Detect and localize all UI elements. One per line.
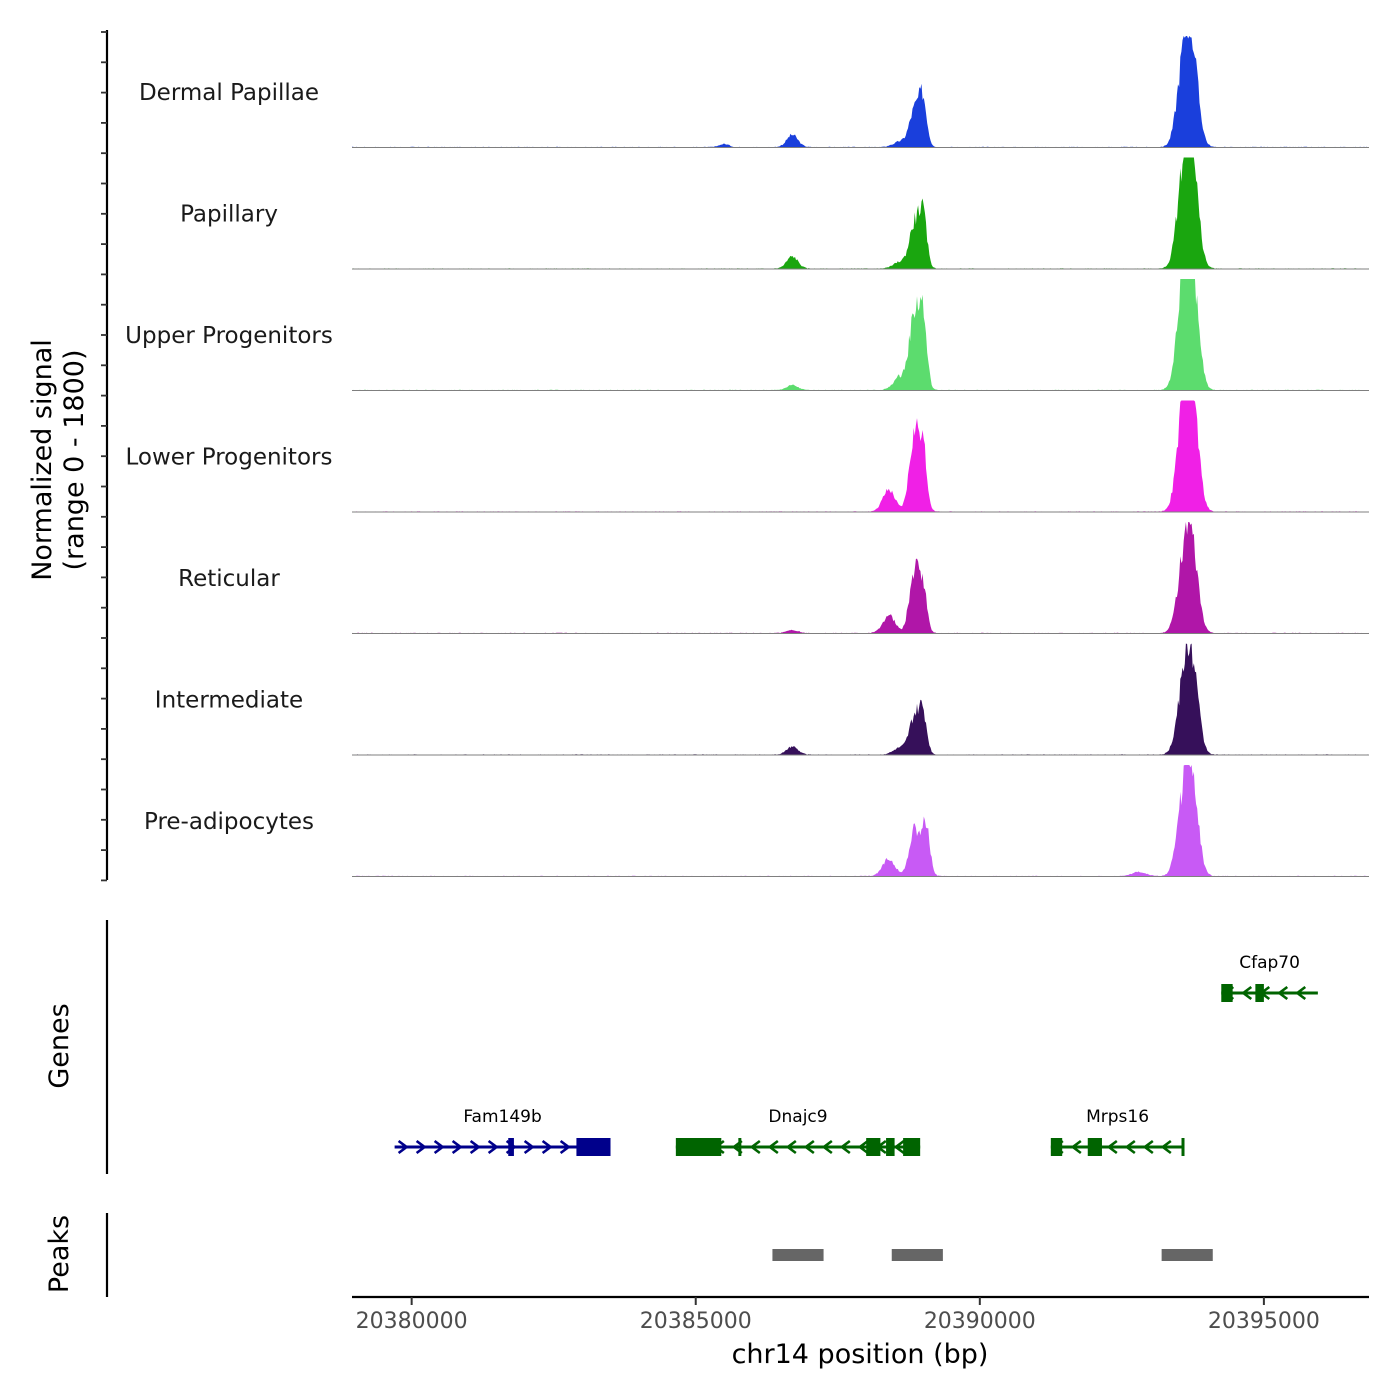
strand-chevron-icon	[1160, 1139, 1172, 1155]
peaks-y-axis-title: Peaks	[44, 1215, 75, 1293]
track-upper-progenitors: Upper Progenitors	[125, 279, 1369, 391]
strand-chevron-icon	[803, 1139, 815, 1155]
x-tick-label: 20395000	[1208, 1309, 1320, 1334]
gene-label-fam149b: Fam149b	[463, 1107, 541, 1127]
strand-chevron-icon	[1070, 1139, 1082, 1155]
track-label-papillary: Papillary	[180, 202, 278, 228]
track-lower-progenitors: Lower Progenitors	[126, 400, 1369, 513]
strand-chevron-icon	[749, 1139, 761, 1155]
exon-fam149b	[508, 1138, 514, 1156]
strand-chevron-icon	[523, 1139, 535, 1155]
track-label-lower-progenitors: Lower Progenitors	[126, 445, 333, 471]
track-label-dermal-papillae: Dermal Papillae	[139, 80, 319, 106]
strand-chevron-icon	[1124, 1139, 1136, 1155]
strand-chevron-icon	[559, 1139, 571, 1155]
coverage-y-axis-title-line1: Normalized signal	[27, 339, 58, 581]
exon-dnajc9	[866, 1138, 881, 1156]
track-label-reticular: Reticular	[178, 566, 280, 592]
exon-dnajc9	[903, 1138, 921, 1156]
strand-chevron-icon	[767, 1139, 779, 1155]
exon-mrps16	[1181, 1138, 1185, 1156]
strand-chevron-icon	[893, 1139, 905, 1155]
strand-chevron-icon	[1241, 985, 1253, 1001]
gene-mrps16: Mrps16	[1050, 1107, 1185, 1156]
strand-chevron-icon	[1106, 1139, 1118, 1155]
track-papillary: Papillary	[180, 157, 1369, 270]
exon-mrps16	[1087, 1138, 1102, 1156]
gene-label-mrps16: Mrps16	[1086, 1107, 1149, 1127]
strand-chevron-icon	[1295, 985, 1307, 1001]
track-label-upper-progenitors: Upper Progenitors	[125, 323, 333, 349]
exon-dnajc9	[738, 1138, 742, 1156]
coverage-y-axis-title-line2: (range 0 - 1800)	[59, 350, 90, 571]
exon-cfap70	[1255, 984, 1264, 1002]
gene-label-dnajc9: Dnajc9	[768, 1107, 827, 1127]
x-axis-title: chr14 position (bp)	[732, 1339, 989, 1370]
strand-chevron-icon	[1142, 1139, 1154, 1155]
track-dermal-papillae: Dermal Papillae	[139, 36, 1369, 148]
track-reticular: Reticular	[178, 522, 1369, 634]
gene-dnajc9: Dnajc9	[675, 1107, 921, 1156]
gene-fam149b: Fam149b	[394, 1107, 611, 1156]
gene-cfap70: Cfap70	[1221, 953, 1318, 1002]
strand-chevron-icon	[397, 1139, 409, 1155]
coverage-area-intermediate	[352, 643, 1369, 755]
genes-y-axis-title: Genes	[44, 1003, 75, 1088]
strand-chevron-icon	[821, 1139, 833, 1155]
coverage-area-lower-progenitors	[352, 400, 1369, 512]
strand-chevron-icon	[415, 1139, 427, 1155]
strand-chevron-icon	[451, 1139, 463, 1155]
exon-cfap70	[1221, 984, 1233, 1002]
strand-chevron-icon	[541, 1139, 553, 1155]
x-tick-label: 20380000	[356, 1309, 468, 1334]
track-label-intermediate: Intermediate	[155, 688, 303, 714]
peak-region-2	[891, 1249, 943, 1261]
exon-dnajc9	[886, 1138, 895, 1156]
track-label-pre-adipocytes: Pre-adipocytes	[144, 809, 314, 835]
coverage-area-papillary	[352, 157, 1369, 269]
x-tick-label: 20385000	[640, 1309, 752, 1334]
exon-dnajc9	[675, 1138, 722, 1156]
strand-chevron-icon	[469, 1139, 481, 1155]
strand-chevron-icon	[857, 1139, 869, 1155]
peak-region-1	[772, 1249, 824, 1261]
strand-chevron-icon	[433, 1139, 445, 1155]
exon-fam149b	[576, 1138, 611, 1156]
x-tick-label: 20390000	[924, 1309, 1036, 1334]
peak-region-3	[1161, 1249, 1213, 1261]
coverage-area-dermal-papillae	[352, 36, 1369, 148]
track-intermediate: Intermediate	[155, 643, 1369, 756]
coverage-area-pre-adipocytes	[352, 765, 1369, 877]
track-pre-adipocytes: Pre-adipocytes	[144, 765, 1369, 877]
strand-chevron-icon	[839, 1139, 851, 1155]
exon-mrps16	[1050, 1138, 1063, 1156]
coverage-area-reticular	[352, 522, 1369, 634]
strand-chevron-icon	[1277, 985, 1289, 1001]
gene-label-cfap70: Cfap70	[1239, 953, 1300, 973]
strand-chevron-icon	[487, 1139, 499, 1155]
coverage-area-upper-progenitors	[352, 279, 1369, 391]
strand-chevron-icon	[785, 1139, 797, 1155]
